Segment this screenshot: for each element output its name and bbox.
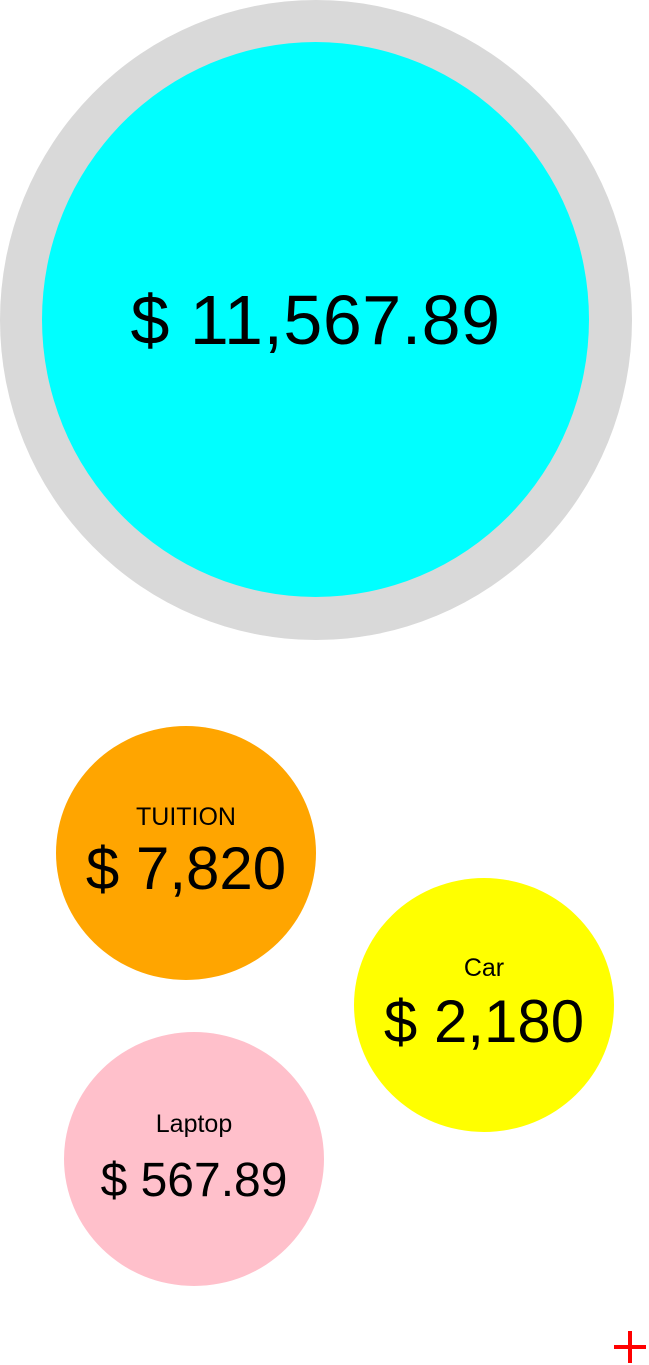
goal-name: Car bbox=[463, 954, 505, 982]
goal-amount: $ 2,180 bbox=[383, 988, 585, 1055]
total-amount: $ 11,567.89 bbox=[130, 280, 501, 359]
total-progress-ring: $ 11,567.89 bbox=[0, 0, 632, 640]
add-goal-button[interactable] bbox=[612, 1329, 648, 1365]
plus-icon bbox=[612, 1329, 648, 1365]
goal-name: TUITION bbox=[136, 803, 236, 831]
goal-car[interactable]: Car $ 2,180 bbox=[354, 878, 614, 1132]
goal-laptop[interactable]: Laptop $ 567.89 bbox=[64, 1032, 324, 1286]
goal-amount: $ 7,820 bbox=[85, 835, 287, 902]
goal-tuition[interactable]: TUITION $ 7,820 bbox=[56, 726, 316, 980]
goal-amount: $ 567.89 bbox=[100, 1154, 288, 1207]
total-balance-circle: $ 11,567.89 bbox=[42, 42, 589, 597]
goal-name: Laptop bbox=[155, 1110, 233, 1138]
